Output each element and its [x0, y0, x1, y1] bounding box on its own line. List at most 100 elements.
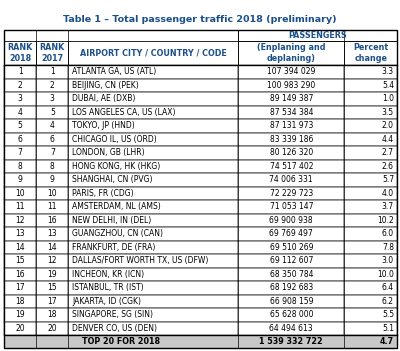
- Bar: [36, 281, 68, 294]
- Bar: [4, 281, 36, 294]
- Text: SHANGHAI, CN (PVG): SHANGHAI, CN (PVG): [72, 175, 153, 184]
- Bar: [36, 79, 68, 92]
- Text: 13: 13: [15, 229, 25, 238]
- Bar: [4, 79, 36, 92]
- Text: AMSTERDAM, NL (AMS): AMSTERDAM, NL (AMS): [72, 202, 161, 211]
- Text: SINGAPORE, SG (SIN): SINGAPORE, SG (SIN): [72, 310, 154, 319]
- Text: 9: 9: [50, 175, 55, 184]
- Bar: [36, 267, 68, 281]
- Text: 17: 17: [48, 297, 57, 306]
- Bar: [68, 294, 238, 308]
- Bar: [36, 254, 68, 267]
- Bar: [344, 294, 397, 308]
- Bar: [4, 254, 36, 267]
- Text: 4: 4: [18, 108, 22, 117]
- Text: RANK
2018: RANK 2018: [8, 43, 33, 63]
- Bar: [4, 213, 36, 227]
- Bar: [36, 240, 68, 254]
- Text: PARIS, FR (CDG): PARIS, FR (CDG): [72, 189, 134, 198]
- Bar: [36, 173, 68, 186]
- Bar: [4, 65, 36, 79]
- Text: 5: 5: [18, 121, 22, 130]
- Bar: [344, 92, 397, 106]
- Text: 1.0: 1.0: [382, 94, 394, 103]
- Text: 19: 19: [48, 270, 57, 279]
- Bar: [238, 119, 344, 132]
- Text: 74 517 402: 74 517 402: [270, 162, 313, 171]
- Text: NEW DELHI, IN (DEL): NEW DELHI, IN (DEL): [72, 216, 152, 225]
- Bar: [68, 213, 238, 227]
- Bar: [344, 322, 397, 335]
- Bar: [4, 30, 238, 41]
- Text: 10.0: 10.0: [377, 270, 394, 279]
- Bar: [238, 186, 344, 200]
- Bar: [238, 308, 344, 322]
- Text: 100 983 290: 100 983 290: [267, 81, 316, 90]
- Bar: [344, 308, 397, 322]
- Bar: [36, 65, 68, 79]
- Bar: [344, 132, 397, 146]
- Bar: [68, 65, 238, 79]
- Bar: [68, 132, 238, 146]
- Bar: [238, 146, 344, 159]
- Bar: [68, 146, 238, 159]
- Text: 7.8: 7.8: [382, 243, 394, 252]
- Text: 4.4: 4.4: [382, 135, 394, 144]
- Bar: [68, 254, 238, 267]
- Bar: [68, 41, 238, 65]
- Text: 6.2: 6.2: [382, 297, 394, 306]
- Text: 1 539 332 722: 1 539 332 722: [260, 337, 323, 346]
- Bar: [4, 173, 36, 186]
- Text: 3: 3: [18, 94, 22, 103]
- Text: 74 006 331: 74 006 331: [270, 175, 313, 184]
- Text: 18: 18: [48, 310, 57, 319]
- Bar: [344, 41, 397, 65]
- Text: 6: 6: [18, 135, 22, 144]
- Bar: [68, 308, 238, 322]
- Bar: [344, 146, 397, 159]
- Bar: [36, 41, 68, 65]
- Bar: [238, 254, 344, 267]
- Text: 2.0: 2.0: [382, 121, 394, 130]
- Text: 4: 4: [50, 121, 55, 130]
- Bar: [344, 213, 397, 227]
- Bar: [238, 79, 344, 92]
- Text: 6.0: 6.0: [382, 229, 394, 238]
- Text: 19: 19: [15, 310, 25, 319]
- Text: LONDON, GB (LHR): LONDON, GB (LHR): [72, 148, 145, 157]
- Text: 7: 7: [50, 148, 55, 157]
- Bar: [4, 240, 36, 254]
- Text: PASSENGERS: PASSENGERS: [288, 31, 347, 40]
- Bar: [4, 106, 36, 119]
- Text: 1: 1: [18, 67, 22, 76]
- Text: 69 112 607: 69 112 607: [270, 256, 313, 265]
- Bar: [344, 267, 397, 281]
- Bar: [68, 227, 238, 240]
- Bar: [4, 308, 36, 322]
- Text: DALLAS/FORT WORTH TX, US (DFW): DALLAS/FORT WORTH TX, US (DFW): [72, 256, 209, 265]
- Bar: [4, 146, 36, 159]
- Bar: [68, 106, 238, 119]
- Bar: [238, 322, 344, 335]
- Bar: [238, 41, 344, 65]
- Bar: [238, 267, 344, 281]
- Bar: [344, 79, 397, 92]
- Bar: [238, 200, 344, 213]
- Text: 16: 16: [48, 216, 57, 225]
- Text: 12: 12: [48, 256, 57, 265]
- Text: 7: 7: [18, 148, 22, 157]
- Text: 14: 14: [48, 243, 57, 252]
- Text: BEIJING, CN (PEK): BEIJING, CN (PEK): [72, 81, 139, 90]
- Text: 3.3: 3.3: [382, 67, 394, 76]
- Text: 3.7: 3.7: [382, 202, 394, 211]
- Text: 5.7: 5.7: [382, 175, 394, 184]
- Text: 15: 15: [48, 283, 57, 292]
- Text: (Enplaning and
deplaning): (Enplaning and deplaning): [257, 43, 326, 63]
- Text: 10: 10: [15, 189, 25, 198]
- Text: 68 350 784: 68 350 784: [270, 270, 313, 279]
- Bar: [344, 65, 397, 79]
- Bar: [238, 227, 344, 240]
- Text: 68 192 683: 68 192 683: [270, 283, 313, 292]
- Text: 3: 3: [50, 94, 55, 103]
- Text: 15: 15: [15, 256, 25, 265]
